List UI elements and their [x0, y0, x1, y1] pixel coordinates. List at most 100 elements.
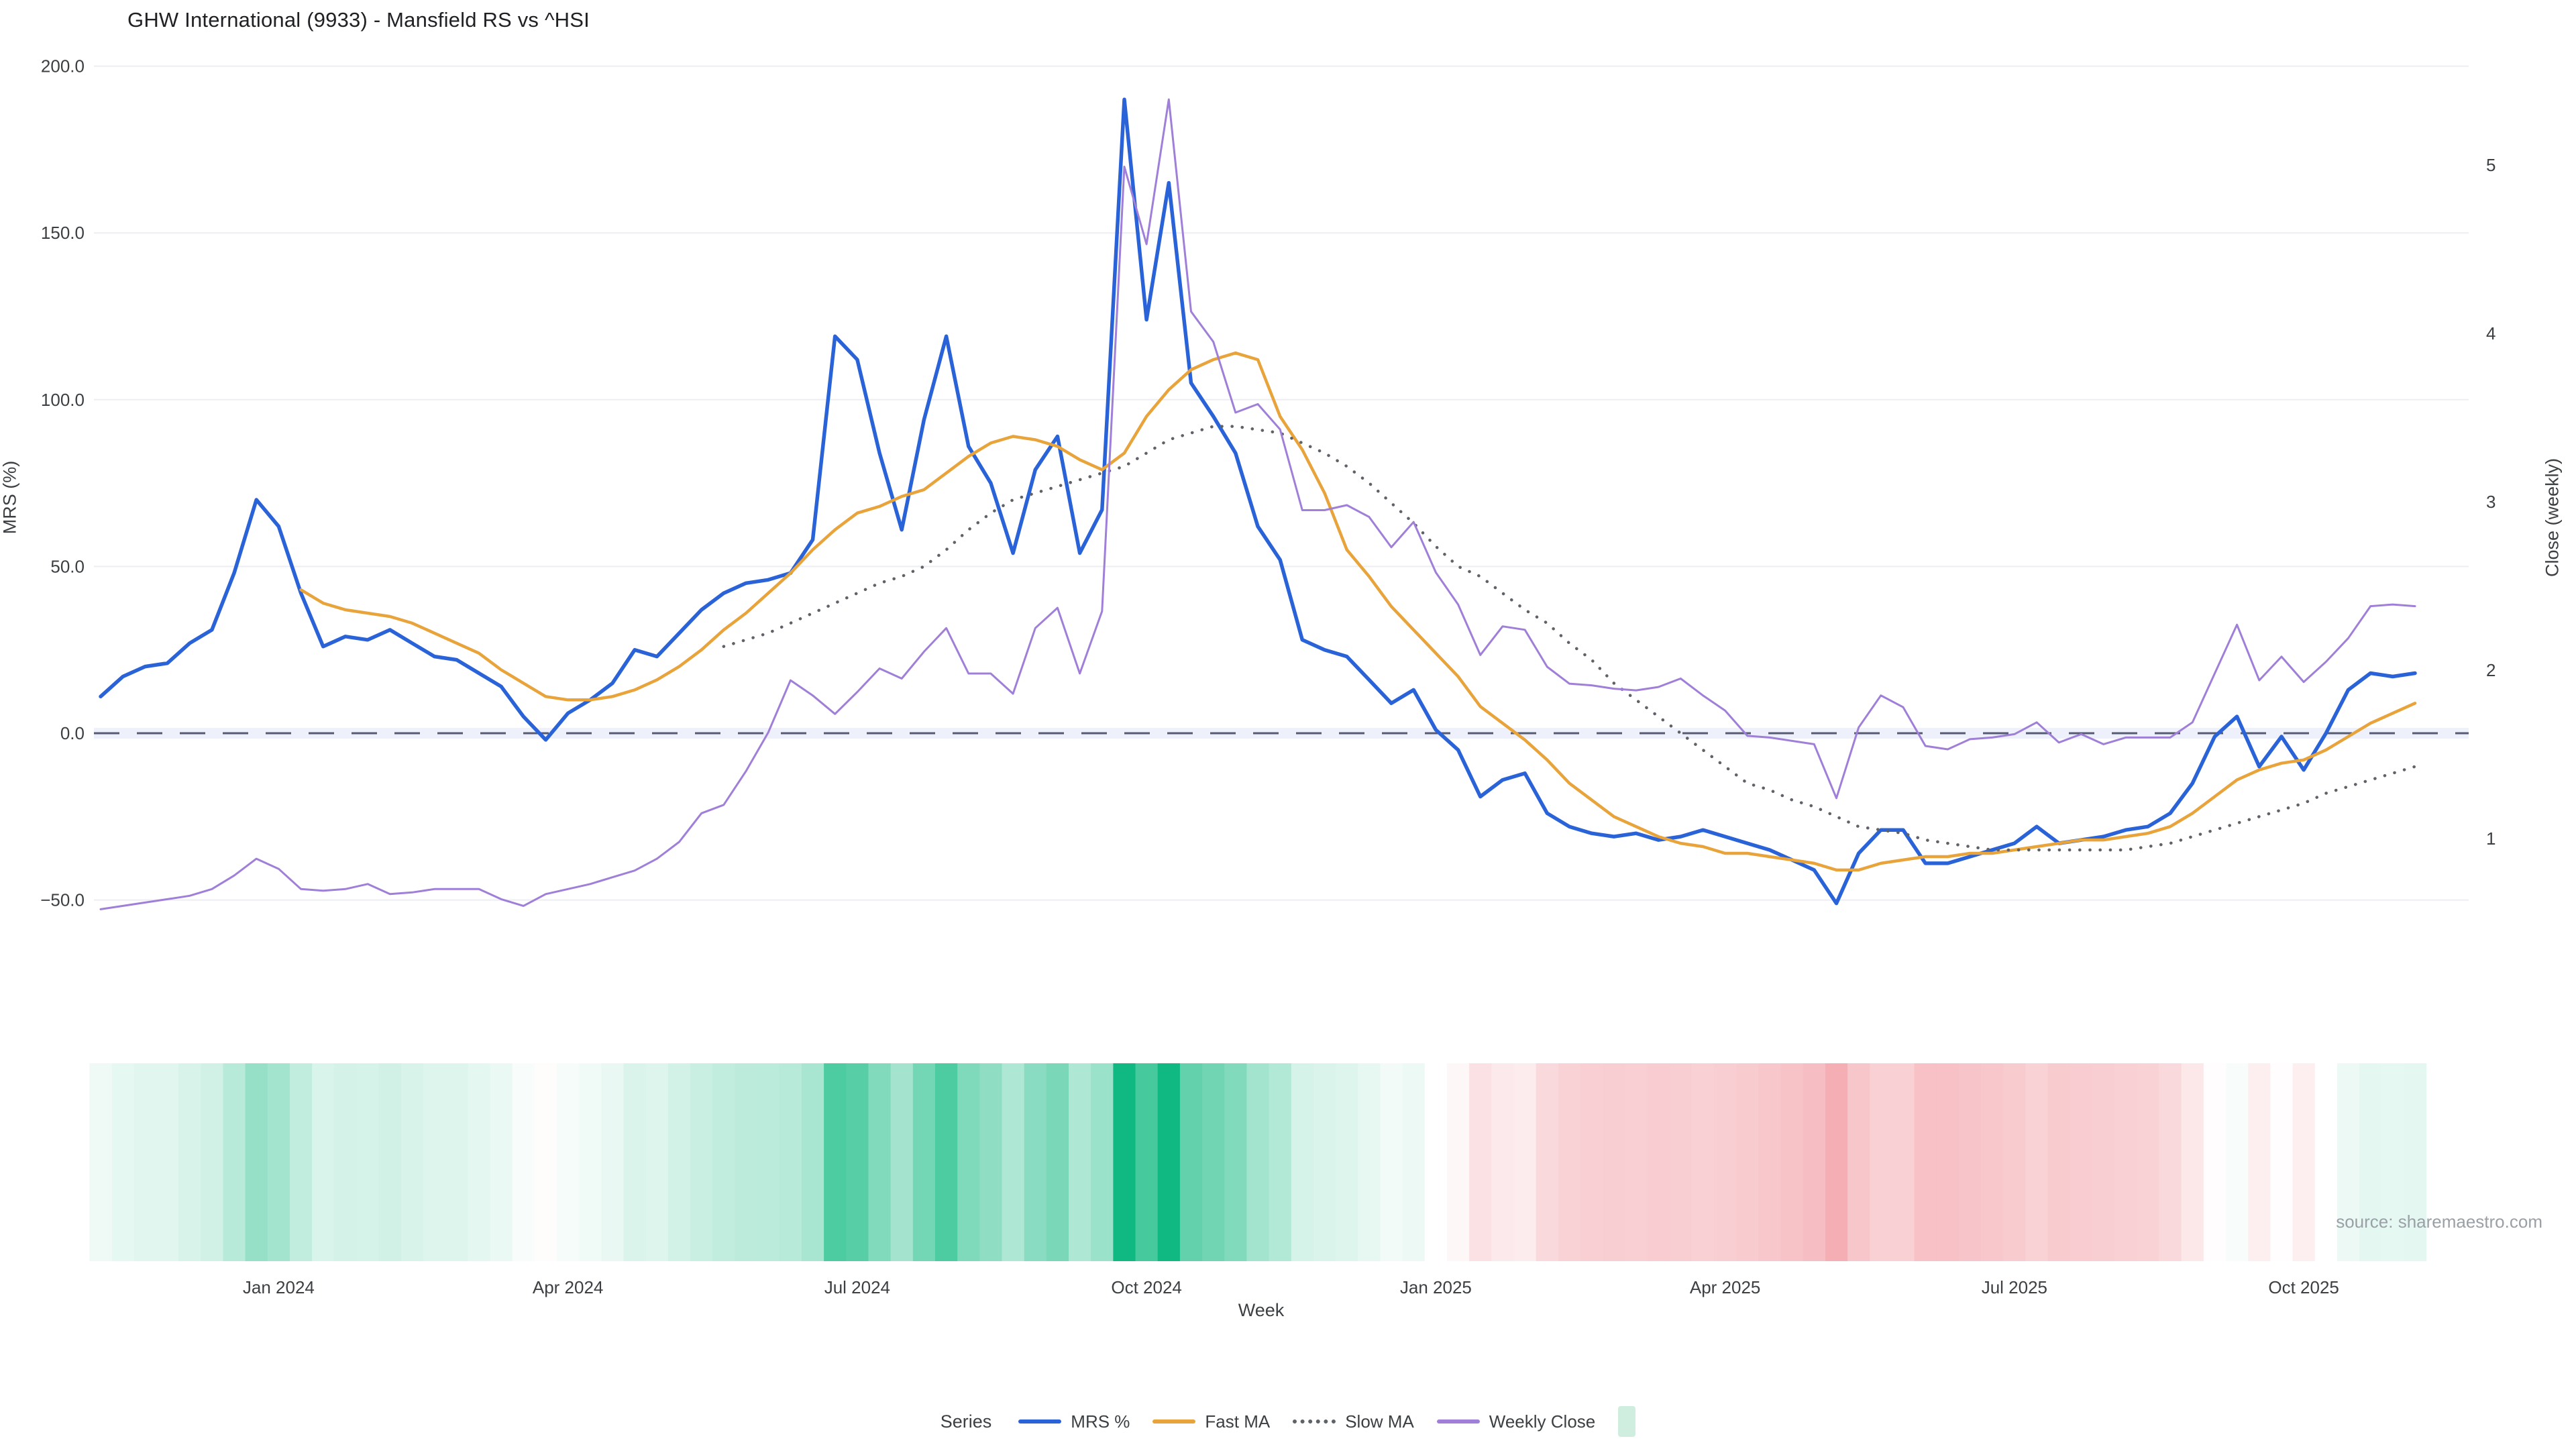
x-tick-label: Jan 2024	[243, 1277, 315, 1297]
heat-band	[2359, 1063, 2382, 1261]
legend-item-fast-ma[interactable]: Fast MA	[1152, 1411, 1270, 1432]
heat-band	[201, 1063, 224, 1261]
heat-band	[1647, 1063, 1670, 1261]
legend: Series MRS % Fast MA Slow MA Weekly Close	[0, 1406, 2576, 1437]
heat-band	[1958, 1063, 1982, 1261]
heat-band	[1914, 1063, 1937, 1261]
x-tick-label: Jul 2025	[1982, 1277, 2047, 1297]
heat-band	[378, 1063, 402, 1261]
heat-band	[1402, 1063, 1426, 1261]
heat-band	[1380, 1063, 1403, 1261]
heat-band	[757, 1063, 780, 1261]
heat-band	[2248, 1063, 2271, 1261]
heat-band	[1179, 1063, 1203, 1261]
heat-band	[534, 1063, 557, 1261]
heat-band	[1714, 1063, 1737, 1261]
heat-band	[824, 1063, 847, 1261]
heat-band	[2181, 1063, 2204, 1261]
heat-band	[1113, 1063, 1136, 1261]
heat-band	[645, 1063, 669, 1261]
y-left-tick-label: 150.0	[41, 223, 85, 243]
x-axis-label: Week	[1238, 1300, 1285, 1320]
heat-band	[2070, 1063, 2093, 1261]
legend-swatch-line	[1436, 1419, 1480, 1424]
heat-band	[2159, 1063, 2182, 1261]
zero-band	[94, 728, 2469, 739]
heat-band	[1825, 1063, 1848, 1261]
heat-band	[1002, 1063, 1025, 1261]
heat-band	[245, 1063, 268, 1261]
heat-band	[1603, 1063, 1625, 1261]
heat-band	[1625, 1063, 1648, 1261]
heat-band	[557, 1063, 580, 1261]
heat-band	[1936, 1063, 1960, 1261]
heat-band	[223, 1063, 246, 1261]
slow-ma-line	[722, 425, 2417, 852]
y-right-tick-label: 5	[2486, 155, 2496, 175]
heat-band	[2226, 1063, 2249, 1261]
heat-band	[1246, 1063, 1270, 1261]
heat-band	[1736, 1063, 1759, 1261]
legend-item-mrs-[interactable]: MRS %	[1018, 1411, 1130, 1432]
y-left-tick-label: 100.0	[41, 390, 85, 410]
legend-item-label: Slow MA	[1345, 1411, 1414, 1432]
legend-swatch-line	[1152, 1419, 1196, 1424]
heat-band	[2047, 1063, 2071, 1261]
heat-band	[1313, 1063, 1336, 1261]
heat-band	[490, 1063, 513, 1261]
heat-band	[89, 1063, 113, 1261]
heat-band	[2114, 1063, 2137, 1261]
heat-band	[2314, 1063, 2338, 1261]
weekly-close-line	[99, 98, 2416, 910]
heat-band	[1224, 1063, 1248, 1261]
heat-band	[1157, 1063, 1181, 1261]
heat-band	[2404, 1063, 2427, 1261]
heat-band	[400, 1063, 424, 1261]
legend-swatch-heat	[1618, 1406, 1636, 1437]
heat-band	[1469, 1063, 1492, 1261]
heat-band	[1892, 1063, 1915, 1261]
x-tick-label: Oct 2024	[1111, 1277, 1182, 1297]
heat-band	[1847, 1063, 1870, 1261]
legend-item-label: Fast MA	[1205, 1411, 1271, 1432]
heat-band	[1446, 1063, 1470, 1261]
heat-band	[1291, 1063, 1314, 1261]
heat-band	[423, 1063, 446, 1261]
heat-band	[1046, 1063, 1069, 1261]
fast-ma-line	[299, 351, 2417, 872]
heat-band	[1870, 1063, 1893, 1261]
x-tick-label: Jan 2025	[1400, 1277, 1472, 1297]
heat-band	[1669, 1063, 1693, 1261]
heat-band	[1780, 1063, 1804, 1261]
x-tick-label: Apr 2024	[533, 1277, 604, 1297]
heat-band	[1202, 1063, 1225, 1261]
heat-band	[468, 1063, 491, 1261]
heat-band	[957, 1063, 980, 1261]
heat-band	[1691, 1063, 1715, 1261]
x-tick-label: Oct 2025	[2268, 1277, 2339, 1297]
heat-band	[2025, 1063, 2049, 1261]
heat-band	[623, 1063, 647, 1261]
legend-swatch-line	[1018, 1419, 1062, 1424]
heat-band	[1069, 1063, 1091, 1261]
heat-band	[2381, 1063, 2405, 1261]
heat-band	[178, 1063, 201, 1261]
heat-band	[1981, 1063, 2004, 1261]
legend-title: Series	[940, 1411, 992, 1432]
heat-band	[1424, 1063, 1448, 1261]
heat-band	[868, 1063, 892, 1261]
heat-band	[801, 1063, 824, 1261]
heat-band	[690, 1063, 713, 1261]
y-axis-left-label: MRS (%)	[0, 460, 20, 535]
y-left-tick-label: 50.0	[50, 556, 85, 576]
heat-band	[912, 1063, 936, 1261]
legend-item-weekly-close[interactable]: Weekly Close	[1436, 1411, 1595, 1432]
heat-band	[1513, 1063, 1537, 1261]
y-left-tick-label: −50.0	[40, 890, 85, 910]
legend-item-slow-ma[interactable]: Slow MA	[1293, 1411, 1414, 1432]
legend-item-heat-strip[interactable]	[1618, 1406, 1636, 1437]
legend-item-label: MRS %	[1071, 1411, 1130, 1432]
heat-band	[2292, 1063, 2316, 1261]
mrs--line	[99, 97, 2417, 906]
